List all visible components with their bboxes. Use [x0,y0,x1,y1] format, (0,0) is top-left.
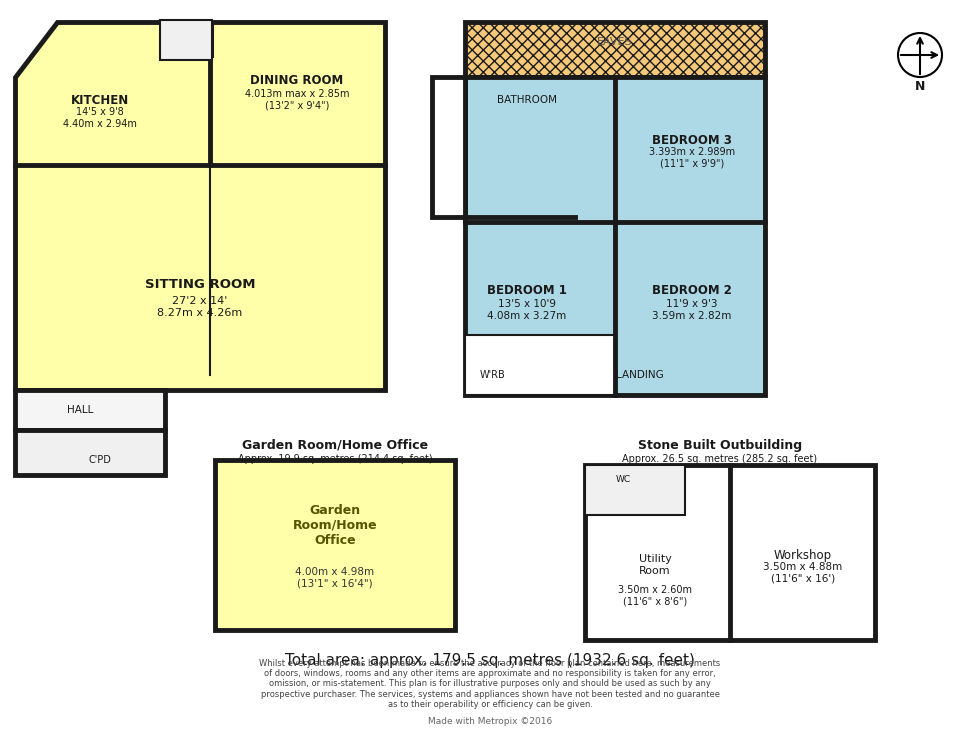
Bar [432,77,465,217]
Text: 14'5 x 9'8
4.40m x 2.94m: 14'5 x 9'8 4.40m x 2.94m [63,107,137,128]
Bar [15,430,165,475]
Text: 3.50m x 2.60m
(11'6" x 8'6"): 3.50m x 2.60m (11'6" x 8'6") [618,585,692,607]
Bar [160,20,212,60]
Bar [163,22,213,57]
Text: KITCHEN: KITCHEN [71,93,129,106]
Text: Utility
Room: Utility Room [639,554,671,575]
Text: Garden Room/Home Office: Garden Room/Home Office [242,438,428,451]
Text: 3.50m x 4.88m
(11'6" x 16'): 3.50m x 4.88m (11'6" x 16') [763,562,843,584]
Text: EAVES: EAVES [597,37,633,47]
Text: BATHROOM: BATHROOM [497,95,557,105]
Text: WC: WC [615,476,630,484]
Text: 3.393m x 2.989m
(11'1" x 9'9"): 3.393m x 2.989m (11'1" x 9'9") [649,148,735,169]
Text: 13'5 x 10'9
4.08m x 3.27m: 13'5 x 10'9 4.08m x 3.27m [487,299,566,321]
Bar [585,465,875,640]
Bar [465,77,765,395]
Bar [585,465,685,515]
Text: HALL: HALL [67,405,93,415]
Text: DINING ROOM: DINING ROOM [250,73,344,87]
Text: BEDROOM 1: BEDROOM 1 [487,283,567,297]
Bar [465,22,765,77]
Text: 11'9 x 9'3
3.59m x 2.82m: 11'9 x 9'3 3.59m x 2.82m [653,299,732,321]
Text: 4.013m max x 2.85m
(13'2" x 9'4"): 4.013m max x 2.85m (13'2" x 9'4") [245,90,349,111]
Text: Stone Built Outbuilding: Stone Built Outbuilding [638,438,802,451]
Text: Garden
Room/Home
Office: Garden Room/Home Office [293,504,377,547]
Text: W'RB: W'RB [480,370,506,380]
Text: BEDROOM 3: BEDROOM 3 [652,134,732,147]
Text: Made with Metropix ©2016: Made with Metropix ©2016 [428,718,552,727]
Text: Whilst every attempt has been made to ensure the accuracy of the floor plan cont: Whilst every attempt has been made to en… [260,658,720,709]
Text: C'PD: C'PD [88,455,112,465]
Text: SITTING ROOM: SITTING ROOM [145,278,255,291]
Text: Approx. 19.9 sq. metres (214.4 sq. feet): Approx. 19.9 sq. metres (214.4 sq. feet) [238,454,432,464]
Text: Approx. 26.5 sq. metres (285.2 sq. feet): Approx. 26.5 sq. metres (285.2 sq. feet) [622,454,817,464]
Bar [215,460,455,630]
Text: Workshop: Workshop [774,548,832,562]
Text: LANDING: LANDING [616,370,663,380]
Text: N: N [914,81,925,93]
Polygon shape [15,22,385,390]
Text: BEDROOM 2: BEDROOM 2 [652,283,732,297]
Text: 4.00m x 4.98m
(13'1" x 16'4"): 4.00m x 4.98m (13'1" x 16'4") [295,567,374,589]
Polygon shape [15,390,165,430]
Text: Total area: approx. 179.5 sq. metres (1932.6 sq. feet): Total area: approx. 179.5 sq. metres (19… [285,653,695,667]
Bar [465,335,615,395]
Text: 27'2 x 14'
8.27m x 4.26m: 27'2 x 14' 8.27m x 4.26m [158,297,243,318]
